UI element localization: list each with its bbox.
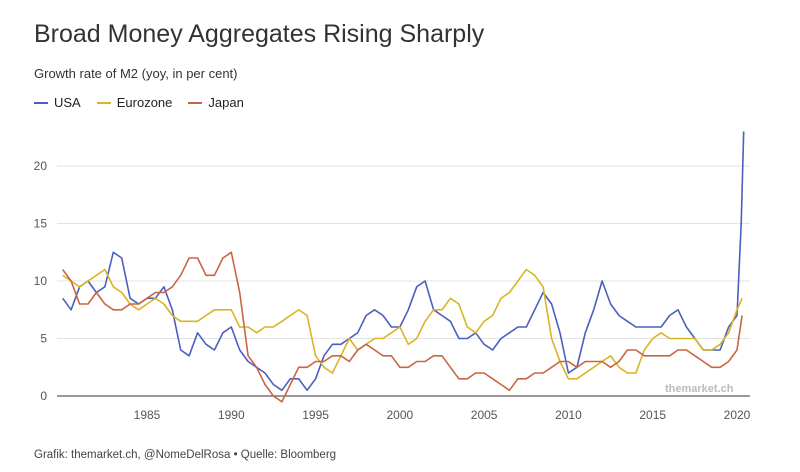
x-tick-label: 2010 [555,408,582,422]
x-axis-ticks: 1985 1990 1995 2000 2005 2010 2015 2020 [134,408,751,422]
legend-label-usa: USA [54,95,81,110]
y-tick-label: 20 [34,159,48,173]
watermark: themarket.ch [665,383,734,395]
series-line-eurozone [62,268,743,380]
y-tick-label: 10 [34,274,48,288]
y-tick-label: 0 [40,389,47,403]
chart-legend: USA Eurozone Japan [34,95,244,110]
legend-item-usa: USA [34,95,81,110]
x-tick-label: 2000 [387,408,414,422]
x-tick-label: 2005 [471,408,498,422]
series-lines [62,131,745,403]
legend-item-japan: Japan [188,95,244,110]
chart-title: Broad Money Aggregates Rising Sharply [34,20,485,48]
x-tick-label: 2020 [724,408,751,422]
legend-item-eurozone: Eurozone [96,95,173,110]
legend-label-eurozone: Eurozone [116,95,173,110]
series-line-usa [62,131,745,392]
y-axis-ticks: 0 5 10 15 20 [34,159,48,403]
x-tick-label: 1990 [218,408,245,422]
chart-source-footer: Grafik: themarket.ch, @NomeDelRosa • Que… [34,449,337,461]
series-line-japan [62,251,743,403]
legend-swatch-eurozone [96,101,111,104]
legend-swatch-usa [34,101,48,104]
legend-swatch-japan [188,101,203,104]
y-tick-label: 15 [34,217,48,231]
x-tick-label: 1985 [134,408,161,422]
x-tick-label: 2015 [639,408,666,422]
y-tick-label: 5 [40,332,47,346]
x-tick-label: 1995 [302,408,329,422]
legend-label-japan: Japan [208,95,244,110]
grid-lines [57,165,750,397]
chart-subtitle: Growth rate of M2 (yoy, in per cent) [34,66,238,81]
